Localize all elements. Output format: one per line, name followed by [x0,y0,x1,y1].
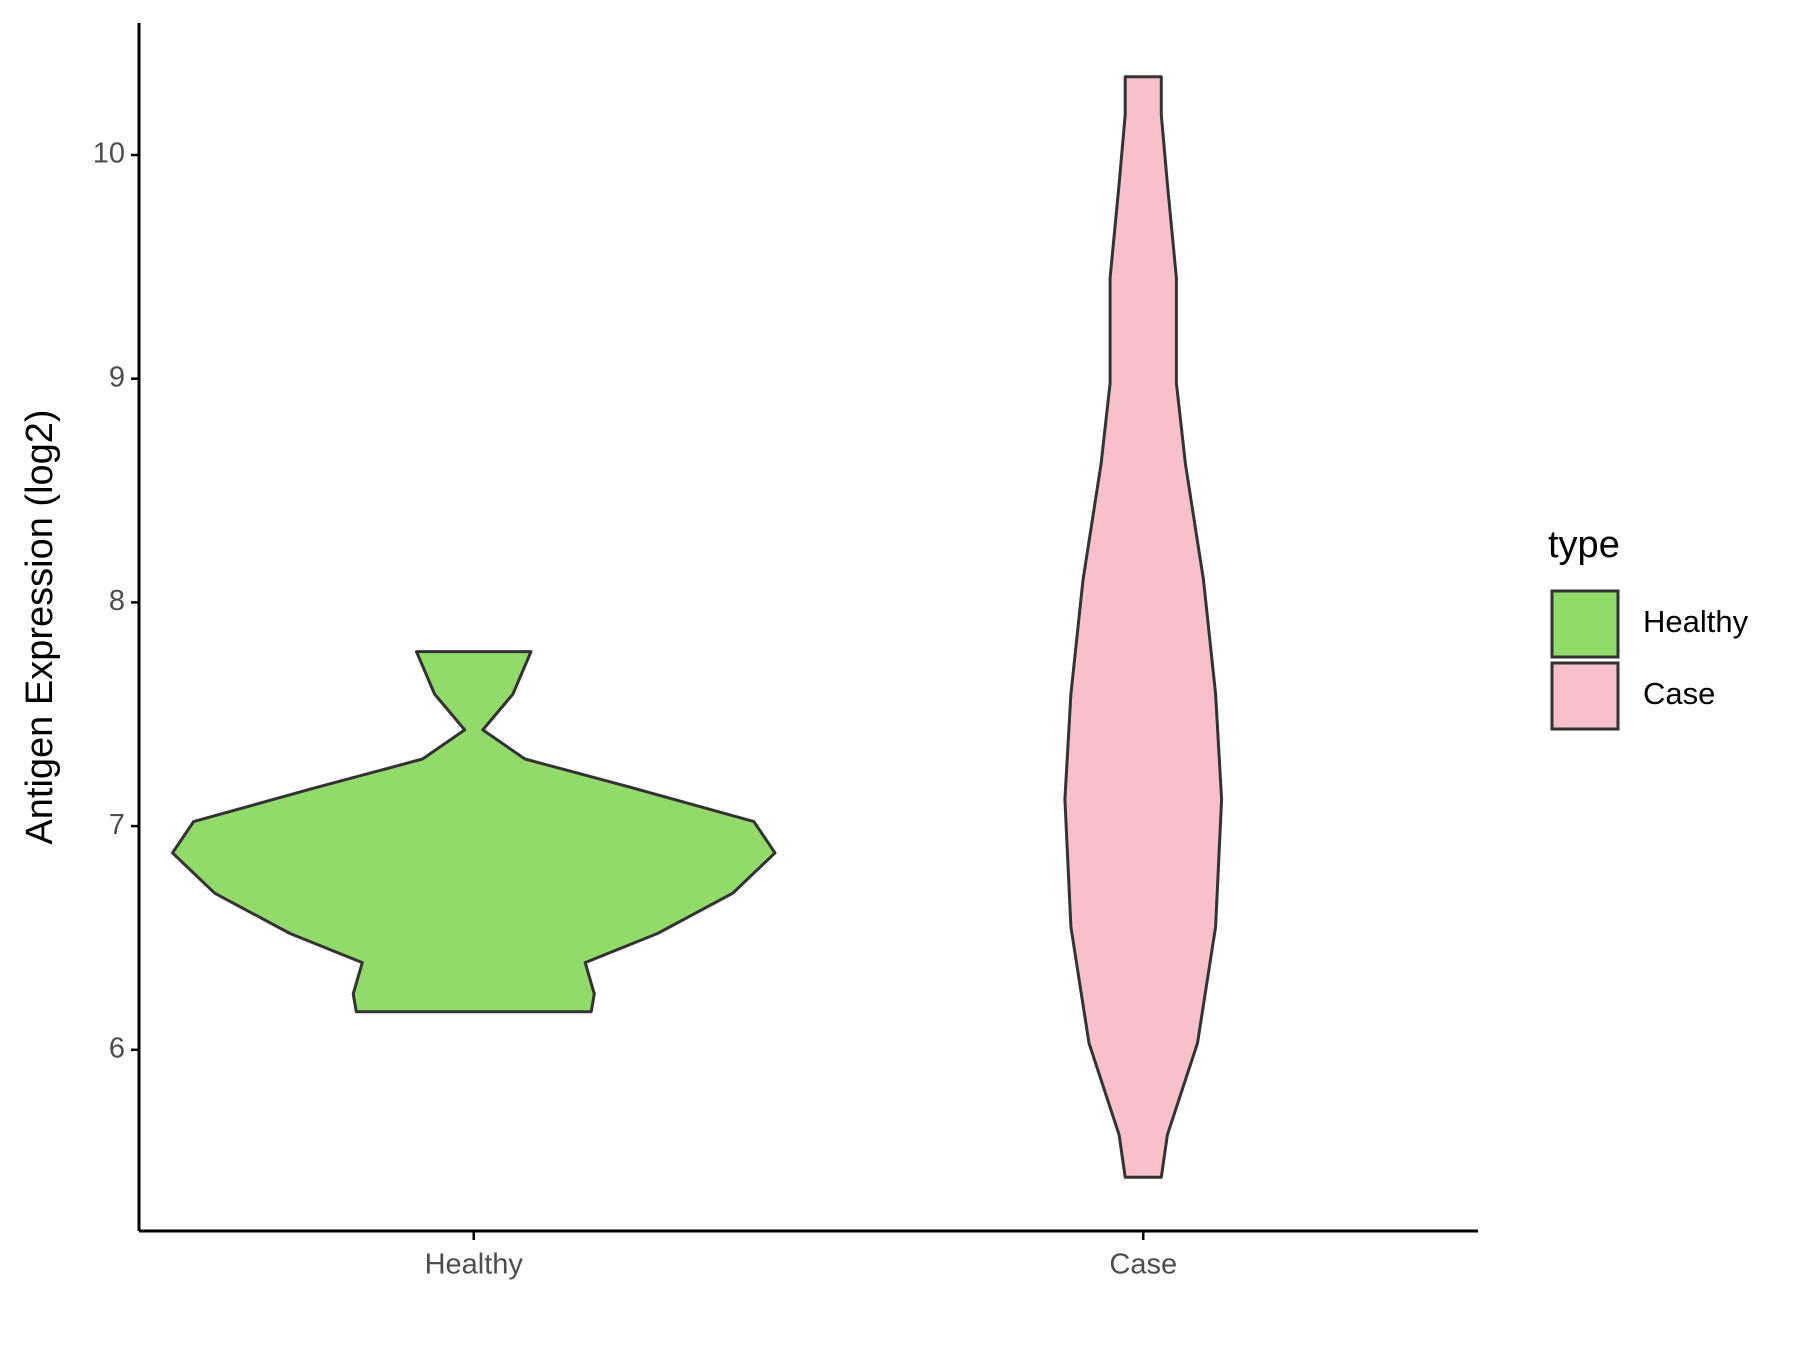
x-tick-label: Case [1109,1249,1177,1281]
violin [1063,75,1224,1179]
y-axis-title: Antigen Expression (log2) [19,409,61,844]
y-tick-label: 7 [109,809,125,841]
legend-title: type [1548,524,1620,566]
legend-swatch [1550,589,1620,659]
y-tick-label: 6 [109,1032,125,1064]
y-tick-label: 8 [109,585,125,617]
violin [171,650,777,1014]
legend-label: Healthy [1643,604,1749,639]
x-tick-label: Healthy [425,1249,524,1281]
legend-label: Case [1643,676,1715,711]
legend-swatch [1550,661,1620,731]
y-tick-label: 10 [93,138,125,170]
y-tick-label: 9 [109,361,125,393]
